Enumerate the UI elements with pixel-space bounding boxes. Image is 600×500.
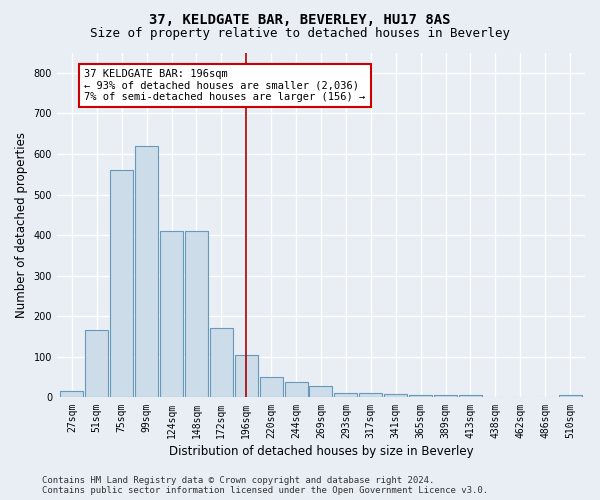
Bar <box>559 396 581 398</box>
Text: 37 KELDGATE BAR: 196sqm
← 93% of detached houses are smaller (2,036)
7% of semi-: 37 KELDGATE BAR: 196sqm ← 93% of detache… <box>85 68 365 102</box>
Bar <box>135 146 158 398</box>
Text: 37, KELDGATE BAR, BEVERLEY, HU17 8AS: 37, KELDGATE BAR, BEVERLEY, HU17 8AS <box>149 12 451 26</box>
X-axis label: Distribution of detached houses by size in Beverley: Distribution of detached houses by size … <box>169 444 473 458</box>
Bar <box>384 394 407 398</box>
Bar <box>160 231 183 398</box>
Bar <box>459 396 482 398</box>
Bar <box>235 355 257 398</box>
Text: Size of property relative to detached houses in Beverley: Size of property relative to detached ho… <box>90 28 510 40</box>
Bar <box>61 392 83 398</box>
Y-axis label: Number of detached properties: Number of detached properties <box>15 132 28 318</box>
Bar <box>434 396 457 398</box>
Bar <box>334 392 358 398</box>
Bar <box>284 382 308 398</box>
Bar <box>310 386 332 398</box>
Text: Contains HM Land Registry data © Crown copyright and database right 2024.
Contai: Contains HM Land Registry data © Crown c… <box>42 476 488 495</box>
Bar <box>185 231 208 398</box>
Bar <box>85 330 108 398</box>
Bar <box>260 377 283 398</box>
Bar <box>484 396 507 398</box>
Bar <box>409 396 432 398</box>
Bar <box>110 170 133 398</box>
Bar <box>359 394 382 398</box>
Bar <box>210 328 233 398</box>
